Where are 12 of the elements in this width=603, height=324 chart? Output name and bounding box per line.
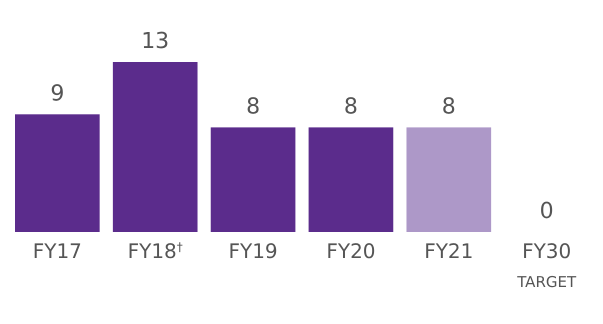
data-label: 8 <box>246 94 260 120</box>
data-label: 13 <box>141 29 170 54</box>
data-label: 8 <box>442 94 456 120</box>
data-label: 0 <box>540 199 554 224</box>
x-tick-label: FY20 <box>326 239 376 263</box>
x-tick-label: FY19 <box>228 239 278 263</box>
x-tick-label: FY17 <box>32 239 82 263</box>
data-label: 9 <box>50 81 64 106</box>
data-label: 8 <box>344 94 358 120</box>
x-tick-label: FY21 <box>424 239 474 263</box>
x-tick-label: FY30 TARGET <box>516 239 577 291</box>
x-tick-label: FY18$^{†}$ <box>128 239 183 263</box>
